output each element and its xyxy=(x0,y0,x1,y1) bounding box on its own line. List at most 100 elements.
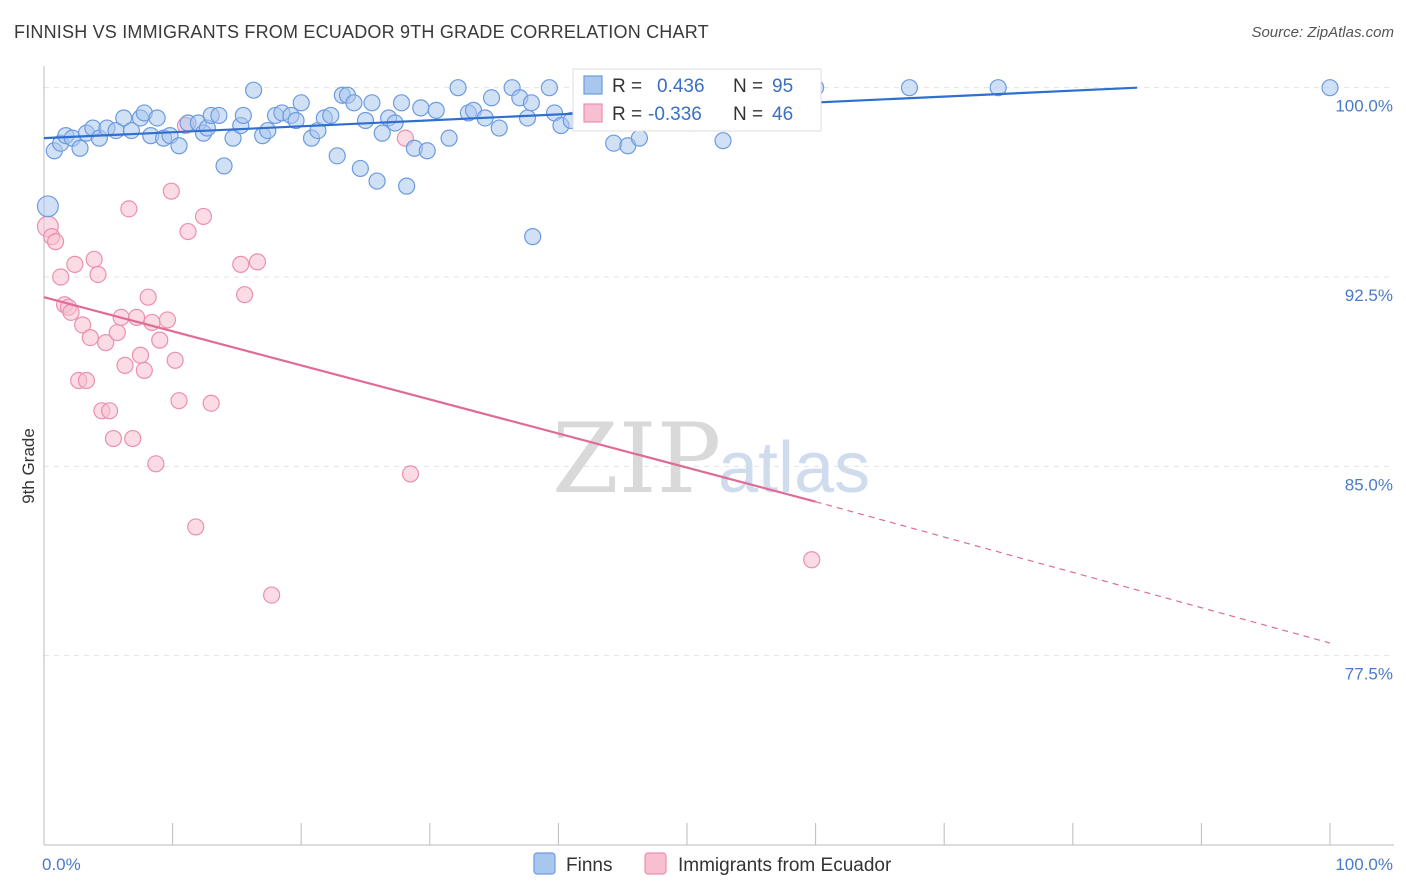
series-finns-points xyxy=(36,79,1339,246)
finns-point xyxy=(412,99,430,117)
x-tick-label: 100.0% xyxy=(1335,855,1393,874)
ecuador-point xyxy=(248,253,267,271)
finns-point xyxy=(215,157,233,175)
finns-point xyxy=(427,101,445,119)
ecuador-point xyxy=(124,429,142,448)
ecuador-point xyxy=(170,392,188,410)
y-tick-label: 85.0% xyxy=(1345,475,1393,494)
finns-point xyxy=(259,121,277,140)
finns-point xyxy=(449,79,467,97)
ecuador-point xyxy=(263,586,281,604)
legend-swatch-finns xyxy=(583,75,603,95)
legend-swatch-ecuador xyxy=(583,103,603,123)
finns-point xyxy=(210,106,228,125)
ecuador-point xyxy=(151,331,169,349)
legend-r-value-finns: 0.436 xyxy=(657,76,705,97)
finns-point xyxy=(524,228,542,246)
ecuador-point xyxy=(232,255,250,273)
gridlines xyxy=(44,87,1394,657)
finns-point xyxy=(287,111,305,130)
legend-n-label-ecuador: N = xyxy=(733,104,763,125)
ecuador-point xyxy=(104,429,123,448)
finns-point xyxy=(328,147,346,165)
y-tick-label: 100.0% xyxy=(1335,97,1393,116)
finns-point xyxy=(71,139,89,157)
finns-point xyxy=(418,142,436,160)
finns-point xyxy=(490,119,508,137)
finns-point xyxy=(351,159,369,178)
finns-point xyxy=(345,94,363,112)
ecuador-point xyxy=(202,394,220,412)
finns-point xyxy=(518,109,537,127)
correlation-legend: R = 0.436 N = 95 R = -0.336 N = 46 xyxy=(572,68,822,132)
ecuador-point xyxy=(401,465,420,483)
ecuador-point xyxy=(73,316,92,334)
source-label: Source: ZipAtlas.com xyxy=(1251,24,1394,41)
ecuador-point xyxy=(89,265,107,284)
finns-point xyxy=(540,79,558,97)
ecuador-point xyxy=(187,518,205,536)
ecuador-point xyxy=(116,356,134,374)
finns-point xyxy=(115,109,133,127)
bottom-legend-label-ecuador: Immigrants from Ecuador xyxy=(678,855,892,876)
ecuador-point xyxy=(100,402,119,420)
ecuador-point xyxy=(52,268,70,286)
ecuador-point xyxy=(77,371,96,390)
finns-point xyxy=(245,81,263,99)
bottom-legend-label-finns: Finns xyxy=(566,855,612,876)
finns-point xyxy=(368,172,386,190)
ecuador-point xyxy=(147,455,165,473)
finns-point xyxy=(292,94,310,112)
ecuador-point xyxy=(166,351,184,369)
ecuador-point xyxy=(139,288,157,306)
ecuador-point xyxy=(158,311,177,329)
y-tick-label: 77.5% xyxy=(1345,665,1393,684)
finns-point xyxy=(482,89,501,107)
legend-r-label-ecuador: R = xyxy=(612,104,642,125)
legend-n-value-ecuador: 46 xyxy=(772,104,793,125)
y-tick-label: 92.5% xyxy=(1345,286,1393,305)
ecuador-point xyxy=(236,286,254,304)
ecuador-point xyxy=(179,222,197,241)
trend-lines xyxy=(43,86,1331,644)
finns-point xyxy=(989,79,1007,97)
finns-point xyxy=(36,195,59,218)
watermark-zip: ZIP xyxy=(552,403,721,515)
series-ecuador-points xyxy=(36,116,821,604)
finns-point xyxy=(440,129,458,147)
finns-point xyxy=(605,134,623,152)
finns-point xyxy=(714,132,732,150)
legend-n-value-finns: 95 xyxy=(772,76,793,97)
y-tick-labels: 100.0% 92.5% 85.0% 77.5% xyxy=(1335,97,1393,684)
bottom-legend-swatch-ecuador xyxy=(644,852,667,875)
legend-r-label-finns: R = xyxy=(612,76,642,97)
finns-point xyxy=(900,79,919,97)
x-tick-label: 0.0% xyxy=(42,855,81,874)
finns-point xyxy=(630,129,649,147)
ecuador-point xyxy=(131,346,150,364)
finns-point xyxy=(522,94,540,112)
watermark: ZIP atlas xyxy=(552,403,870,515)
finns-point xyxy=(363,94,381,112)
finns-point xyxy=(392,94,411,112)
finns-point xyxy=(234,106,252,125)
ecuador-point xyxy=(81,328,99,347)
legend-box xyxy=(572,68,822,132)
ecuador-point xyxy=(162,182,180,200)
y-axis-label: 9th Grade xyxy=(19,428,38,504)
ecuador-point xyxy=(194,207,213,226)
legend-n-label-finns: N = xyxy=(733,76,763,97)
finns-point xyxy=(1321,79,1339,97)
bottom-legend-swatch-finns xyxy=(533,852,556,875)
watermark-atlas: atlas xyxy=(718,428,870,508)
ecuador-point xyxy=(108,323,126,342)
finns-point xyxy=(356,111,375,130)
ecuador-point xyxy=(46,233,65,251)
finns-point xyxy=(373,124,391,142)
ecuador-trend-line-extension xyxy=(815,501,1331,644)
ecuador-trend-line xyxy=(43,296,816,503)
ecuador-point xyxy=(97,334,115,352)
axes xyxy=(43,66,1394,846)
ecuador-point xyxy=(120,200,138,218)
